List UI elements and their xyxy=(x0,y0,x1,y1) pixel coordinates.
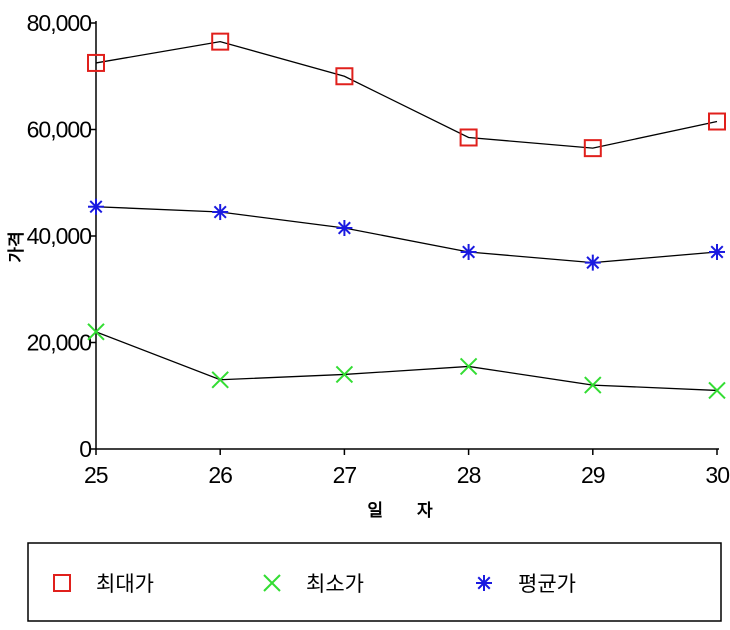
series-line-3 xyxy=(95,206,718,264)
x-tick-label: 29 xyxy=(581,462,605,488)
y-tick-label: 0 xyxy=(79,436,91,462)
data-point xyxy=(87,53,105,72)
data-point xyxy=(459,357,478,376)
legend-item: 최소가 xyxy=(263,572,364,596)
data-point xyxy=(584,254,601,271)
data-point xyxy=(211,32,230,51)
data-point xyxy=(583,139,602,158)
y-axis-title: 가격 xyxy=(7,231,27,262)
x-tick-label: 27 xyxy=(333,462,357,488)
legend-label: 최대가 xyxy=(96,572,154,596)
data-point xyxy=(709,243,725,260)
x-tick-label: 25 xyxy=(84,462,108,488)
x-tick-label: 28 xyxy=(457,462,481,488)
data-point xyxy=(708,381,726,400)
x-tick-label: 26 xyxy=(208,462,232,488)
data-point xyxy=(211,371,229,389)
y-tick-label: 40,000 xyxy=(27,223,92,249)
legend-marker xyxy=(53,574,71,592)
data-point xyxy=(336,220,353,237)
y-tick-label: 60,000 xyxy=(27,117,92,143)
data-point xyxy=(88,198,104,215)
legend-label: 최소가 xyxy=(306,572,364,596)
legend-box xyxy=(27,542,722,622)
legend-item: 최대가 xyxy=(53,572,154,596)
y-tick-label: 80,000 xyxy=(27,10,92,36)
legend-marker xyxy=(476,575,492,591)
series-markers xyxy=(87,32,726,400)
data-point xyxy=(459,128,478,147)
data-point xyxy=(87,323,105,341)
x-tick-label: 30 xyxy=(705,462,729,488)
y-tick-label: 20,000 xyxy=(27,330,92,356)
x-axis-title: 일 자 xyxy=(367,501,446,521)
data-point xyxy=(460,243,477,260)
series-line-1 xyxy=(95,40,718,149)
series-lines xyxy=(95,40,718,392)
data-point xyxy=(212,204,229,221)
legend-marker xyxy=(263,574,281,592)
data-point xyxy=(335,365,354,384)
data-point xyxy=(335,67,354,86)
series-line-2 xyxy=(95,331,718,392)
data-point xyxy=(584,376,602,394)
axes: 0 20,000 40,000 60,000 80,000 25 26 27 28 29 30 xyxy=(27,10,730,488)
legend-item: 평균가 xyxy=(476,572,576,596)
data-point xyxy=(708,112,726,131)
legend: 최대가 최소가 평균가 xyxy=(53,572,576,596)
legend-label: 평균가 xyxy=(518,572,576,596)
